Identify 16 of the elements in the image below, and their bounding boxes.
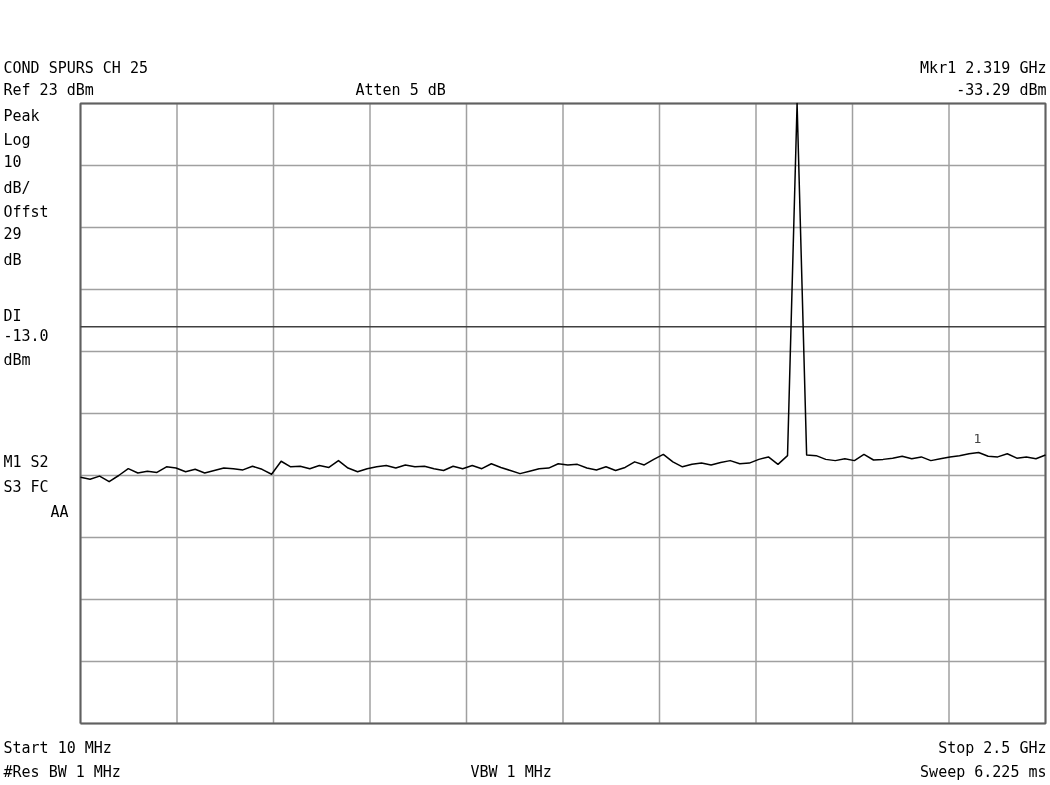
ref-line-label: DI -13.0 dBm xyxy=(3,306,49,369)
text: -33.29 dBm xyxy=(956,80,1047,99)
chart-title: COND SPURS CH 25 xyxy=(3,58,148,77)
text: Start 10 MHz xyxy=(3,738,112,757)
text: Mkr1 2.319 GHz xyxy=(920,58,1047,77)
text: Atten 5 dB xyxy=(355,80,446,99)
text: S3 FC xyxy=(3,477,49,496)
annotation: 1 xyxy=(973,430,982,446)
text: AA xyxy=(50,502,69,521)
text: Peak Log 10 dB/ Offst 29 dB xyxy=(3,106,49,269)
text: M1 S2 xyxy=(3,452,49,471)
text: Ref 23 dBm xyxy=(3,80,94,99)
text: #Res BW 1 MHz xyxy=(3,762,121,781)
text: Sweep 6.225 ms xyxy=(920,762,1047,781)
text: VBW 1 MHz xyxy=(470,762,552,781)
text: Stop 2.5 GHz xyxy=(938,738,1047,757)
